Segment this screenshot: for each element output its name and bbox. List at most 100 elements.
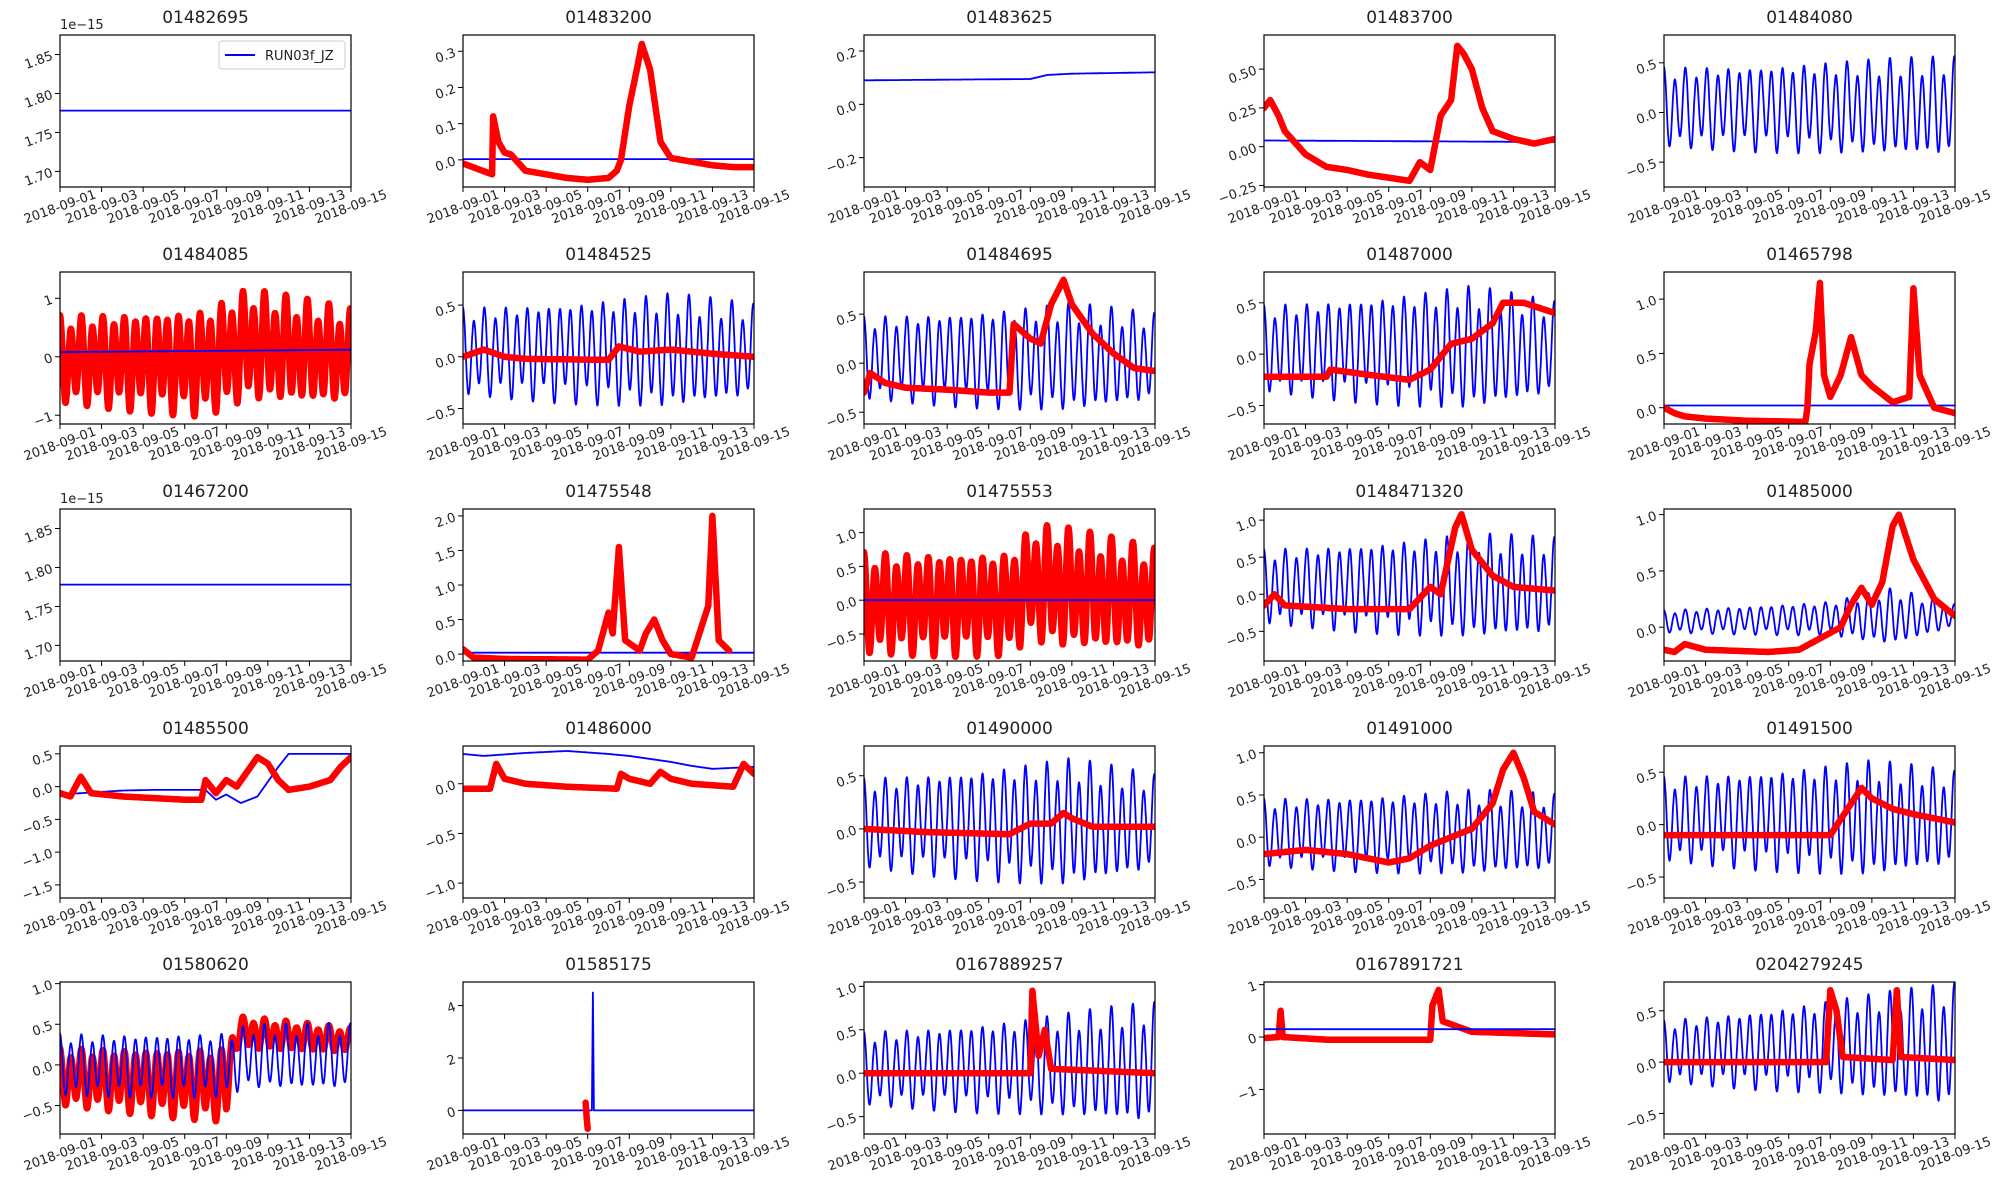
subplot-01484525: 014845252018-09-012018-09-032018-09-0520… [423, 245, 792, 464]
plot-area [463, 40, 754, 184]
y-tick-label: 0 [445, 1105, 458, 1122]
y-tick-label: 0.5 [1235, 789, 1260, 810]
y-tick-label: 0.5 [434, 614, 459, 635]
subplot-title: 01483625 [966, 8, 1053, 28]
y-tick-label: 0.3 [434, 46, 459, 67]
y-tick-label: −0.5 [423, 403, 458, 428]
y-tick-label: −0.5 [824, 876, 859, 901]
observed-series-points [864, 276, 1155, 396]
y-tick-label: 0.1 [434, 118, 459, 139]
observed-series-points [60, 287, 351, 420]
y-tick-label: 0.5 [434, 299, 459, 320]
subplot-01484695: 014846952018-09-012018-09-032018-09-0520… [824, 245, 1193, 464]
axes-frame [1663, 745, 1956, 899]
y-tick-label: 1 [1246, 979, 1259, 996]
y-tick-label: −0.5 [1224, 400, 1259, 425]
subplot-title: 01487000 [1366, 245, 1453, 265]
subplot-title: 01491000 [1366, 719, 1453, 739]
observed-series-points [1664, 784, 1955, 839]
y-tick-label: 0.0 [1635, 402, 1660, 423]
observed-series-points [1664, 986, 1955, 1066]
plot-area [1664, 511, 1955, 656]
subplot-01465798: 014657982018-09-012018-09-032018-09-0520… [1626, 245, 1993, 464]
y-tick-label: 0.5 [31, 1019, 56, 1040]
subplot-title: 01465798 [1766, 245, 1853, 265]
y-tick-label: 1 [42, 293, 55, 310]
y-tick-label: 1.70 [23, 640, 55, 664]
y-tick-label: 0.0 [835, 823, 860, 844]
observed-series-points [1664, 279, 1955, 424]
axes-frame [1663, 508, 1956, 662]
y-tick-label: 0.25 [1227, 102, 1259, 126]
y-tick-label: 2 [445, 1052, 458, 1069]
legend-label: RUN03f_JZ [265, 49, 334, 64]
y-tick-label: 1.85 [23, 523, 55, 547]
y-tick-label: 1.80 [23, 88, 55, 112]
y-tick-label: 0.50 [1227, 63, 1259, 87]
observed-series-points [463, 343, 754, 364]
subplot-title: 01467200 [162, 482, 249, 502]
y-tick-label: −0.5 [1224, 626, 1259, 651]
y-tick-label: 0.5 [1635, 1005, 1660, 1026]
subplot-title: 01485500 [162, 719, 249, 739]
observed-series-points [463, 760, 754, 792]
axes-frame [462, 34, 755, 188]
subplot-title: 01483700 [1366, 8, 1453, 28]
model-series-line [864, 1000, 1155, 1120]
plot-area [60, 287, 351, 420]
subplot-title: 0148471320 [1355, 482, 1463, 502]
model-series-line [1264, 284, 1555, 408]
subplot-title: 01475548 [565, 482, 652, 502]
subplot-title: 01585175 [565, 955, 652, 975]
axes-frame [59, 271, 352, 425]
y-tick-label: −0.5 [1624, 871, 1659, 896]
y-tick-label: 0.0 [835, 595, 860, 616]
subplot-01475548: 014755482018-09-012018-09-032018-09-0520… [425, 482, 792, 701]
observed-series-points [1664, 511, 1955, 656]
plot-area [1664, 55, 1955, 155]
y-tick-label: 1.5 [434, 545, 459, 566]
plot-area [864, 757, 1155, 885]
y-tick-label: −0.5 [20, 814, 55, 839]
subplot-title: 0204279245 [1755, 955, 1863, 975]
subplot-01485500: 014855002018-09-012018-09-032018-09-0520… [20, 719, 389, 938]
y-tick-label: 1.0 [434, 579, 459, 600]
y-tick-label: −0.5 [20, 1100, 55, 1125]
axes-frame [1263, 271, 1556, 425]
subplot-01484085: 014840852018-09-012018-09-032018-09-0520… [22, 245, 389, 464]
subplot-01484080: 014840802018-09-012018-09-032018-09-0520… [1624, 8, 1993, 227]
y-tick-label: 0.0 [434, 154, 459, 175]
y-tick-label: 0.0 [835, 1068, 860, 1089]
plot-area [864, 276, 1155, 411]
axes-frame [59, 508, 352, 662]
subplot-01467200: 014672001e−152018-09-012018-09-032018-09… [22, 482, 389, 701]
plot-area [463, 750, 754, 792]
y-tick-label: −0.5 [824, 407, 859, 432]
plot-area [463, 512, 754, 661]
observed-series-points [864, 809, 1155, 838]
axes-frame [1263, 745, 1556, 899]
observed-series-points [1264, 510, 1555, 613]
y-tick-label: 0.0 [31, 1059, 56, 1080]
observed-series-points [582, 1099, 591, 1133]
axes-frame [1263, 981, 1556, 1135]
model-series-line [1664, 759, 1955, 875]
model-series-line [60, 348, 351, 353]
y-tick-label: 0.5 [835, 1024, 860, 1045]
observed-series-points [864, 522, 1155, 661]
axes-frame [1263, 508, 1556, 662]
model-series-line [1664, 55, 1955, 155]
subplot-01483200: 014832002018-09-012018-09-032018-09-0520… [425, 8, 792, 227]
y-tick-label: 0.0 [835, 358, 860, 379]
subplot-01491000: 014910002018-09-012018-09-032018-09-0520… [1224, 719, 1593, 938]
y-tick-label: 0.0 [1235, 349, 1260, 370]
subplot-title: 01475553 [966, 482, 1053, 502]
y-tick-label: 0.5 [835, 561, 860, 582]
model-series-line [864, 71, 1155, 82]
y-tick-label: −0.5 [1624, 1108, 1659, 1133]
y-tick-label: 1.0 [31, 978, 56, 999]
y-tick-label: −0.2 [824, 152, 859, 177]
axes-frame [863, 271, 1156, 425]
subplot-title: 01486000 [565, 719, 652, 739]
subplot-title: 01484085 [162, 245, 249, 265]
